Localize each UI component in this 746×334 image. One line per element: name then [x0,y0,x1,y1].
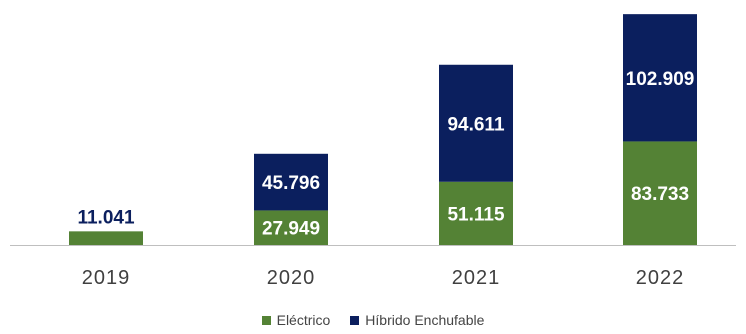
total-label-2019: 11.041 [77,207,134,228]
legend-swatch-hibrido [350,315,360,325]
legend: Eléctrico Híbrido Enchufable [0,312,746,328]
legend-item-hibrido: Híbrido Enchufable [350,312,484,328]
data-label-hibrido-2022: 102.909 [626,69,695,90]
data-label-hibrido-2021: 94.611 [447,114,504,135]
data-label-electrico-2022: 83.733 [631,184,689,205]
x-tick-label-2022: 2022 [636,267,685,289]
x-tick-label-2021: 2021 [452,267,501,289]
bar-hibrido-2021 [439,64,513,182]
bar-hibrido-2020 [254,153,328,211]
legend-label-electrico: Eléctrico [276,312,331,328]
bar-electrico-2022 [623,141,697,245]
bar-electrico-2021 [439,181,513,245]
legend-item-electrico: Eléctrico [261,312,331,328]
bar-hibrido-2022 [623,14,697,142]
data-label-electrico-2020: 27.949 [262,219,320,240]
x-tick-label-2020: 2020 [267,267,316,289]
bar-electrico-2020 [254,210,328,245]
legend-label-hibrido: Híbrido Enchufable [365,312,485,328]
x-tick-label-2019: 2019 [82,267,131,289]
data-label-electrico-2021: 51.115 [447,204,504,225]
data-label-hibrido-2020: 45.796 [262,173,320,194]
legend-swatch-electrico [261,315,271,325]
bar-total-2019 [69,231,143,245]
